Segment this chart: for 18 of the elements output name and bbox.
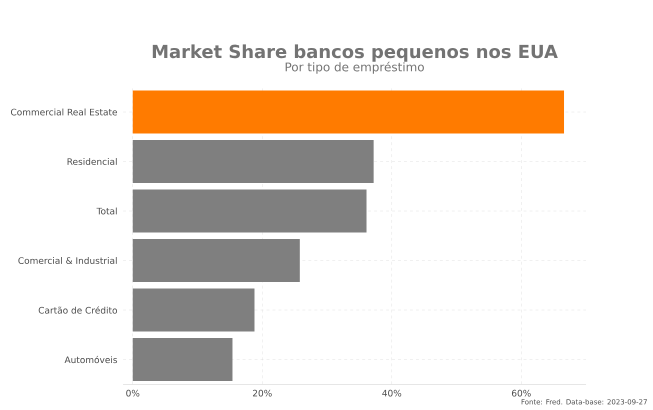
- y-tick-label: Cartão de Crédito: [38, 306, 118, 314]
- y-tick-label: Automóveis: [64, 356, 118, 364]
- x-tick-label: 40%: [382, 390, 402, 397]
- chart-subtitle: Por tipo de empréstimo: [286, 62, 424, 74]
- y-tick-label: Residencial: [68, 158, 117, 165]
- bar: [132, 338, 232, 382]
- bar: [132, 239, 300, 282]
- x-tick-label: 60%: [512, 390, 531, 397]
- x-tick-label: 20%: [252, 390, 272, 397]
- bar: [132, 140, 374, 184]
- y-tick-label: Total: [96, 208, 117, 214]
- bar: [132, 190, 367, 233]
- y-tick-label: Comercial & Industrial: [18, 257, 117, 264]
- bar: [132, 288, 254, 332]
- bar: [132, 90, 564, 134]
- chart-title: Market Share bancos pequenos nos EUA: [152, 44, 558, 62]
- x-tick-label: 0%: [126, 390, 140, 397]
- y-tick-label: Commercial Real Estate: [10, 108, 118, 116]
